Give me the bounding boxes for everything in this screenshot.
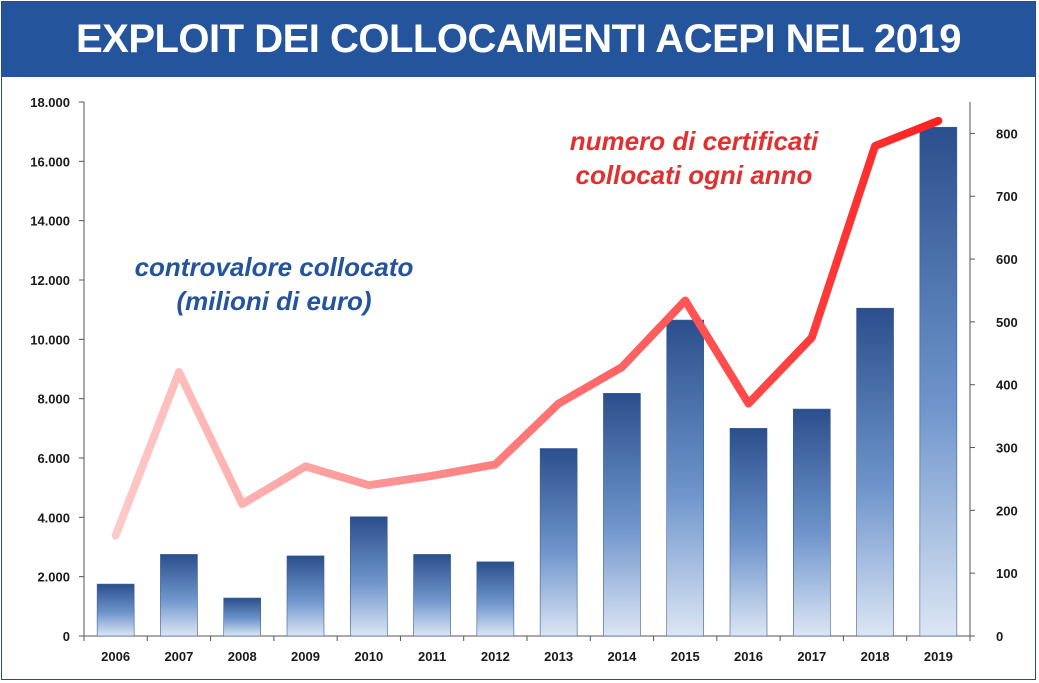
y-left-tick-label: 0 xyxy=(63,629,70,644)
y-right-tick-label: 800 xyxy=(996,126,1018,141)
x-tick-label: 2017 xyxy=(797,649,826,664)
bar-2007 xyxy=(160,554,198,637)
x-tick-label: 2015 xyxy=(671,649,700,664)
y-left-tick-label: 2.000 xyxy=(37,570,70,585)
bar-2014 xyxy=(603,393,641,637)
x-tick-label: 2019 xyxy=(924,649,953,664)
bar-series xyxy=(96,126,958,637)
annotation-numero-certificati-line: collocati ogni anno xyxy=(576,160,813,190)
bar-2015 xyxy=(666,319,705,637)
x-tick-label: 2016 xyxy=(734,649,763,664)
y-left-tick-label: 4.000 xyxy=(37,510,70,525)
y-right-tick-label: 0 xyxy=(996,629,1003,644)
bar-2017 xyxy=(792,408,831,637)
annotation-numero-certificati-line: numero di certificati xyxy=(570,126,819,156)
bar-2012 xyxy=(476,561,515,637)
annotation-controvalore-line: (milioni di euro) xyxy=(177,286,372,316)
bar-2009 xyxy=(286,555,325,637)
x-tick-label: 2011 xyxy=(418,649,446,664)
y-right-tick-label: 300 xyxy=(996,441,1018,456)
bar-2013 xyxy=(539,448,578,637)
x-tick-label: 2008 xyxy=(228,649,257,664)
bar-2008 xyxy=(223,597,262,637)
bar-2010 xyxy=(349,516,388,637)
y-right-tick-label: 100 xyxy=(996,566,1018,581)
x-tick-label: 2007 xyxy=(164,649,193,664)
x-tick-label: 2009 xyxy=(291,649,320,664)
y-right-tick-label: 500 xyxy=(996,315,1018,330)
y-right-tick-label: 400 xyxy=(996,378,1018,393)
bar-2018 xyxy=(856,307,894,637)
x-tick-label: 2006 xyxy=(101,649,130,664)
x-tick-label: 2014 xyxy=(607,649,637,664)
chart-title: EXPLOIT DEI COLLOCAMENTI ACEPI NEL 2019 xyxy=(75,17,962,61)
bar-2016 xyxy=(729,428,768,637)
x-tick-label: 2012 xyxy=(481,649,510,664)
axes: 0 2.000 4.000 6.000 8.000 10.000 12.000 14.000 1… xyxy=(30,95,1017,664)
y-left-tick-label: 12.000 xyxy=(30,273,70,288)
annotations: controvalore collocato (milioni di euro) n… xyxy=(135,126,819,316)
bar-2006 xyxy=(96,583,135,637)
y-left-tick-label: 10.000 xyxy=(30,332,70,347)
y-left-tick-label: 14.000 xyxy=(30,214,70,229)
line-certificati xyxy=(111,116,943,540)
annotation-controvalore-line: controvalore collocato xyxy=(135,252,414,282)
x-tick-label: 2013 xyxy=(544,649,573,664)
y-left-tick-label: 16.000 xyxy=(30,154,70,169)
x-tick-label: 2010 xyxy=(354,649,383,664)
y-right-tick-label: 700 xyxy=(996,189,1018,204)
title-bar: EXPLOIT DEI COLLOCAMENTI ACEPI NEL 2019 xyxy=(2,2,1035,77)
line-series xyxy=(111,116,943,540)
x-tick-label: 2018 xyxy=(861,649,890,664)
y-right-tick-label: 200 xyxy=(996,503,1018,518)
y-left-tick-label: 8.000 xyxy=(37,392,70,407)
bar-2011 xyxy=(413,554,451,637)
y-left-tick-label: 18.000 xyxy=(30,95,70,110)
bar-2019 xyxy=(919,126,958,637)
y-right-tick-label: 600 xyxy=(996,252,1018,267)
y-left-tick-label: 6.000 xyxy=(37,451,70,466)
